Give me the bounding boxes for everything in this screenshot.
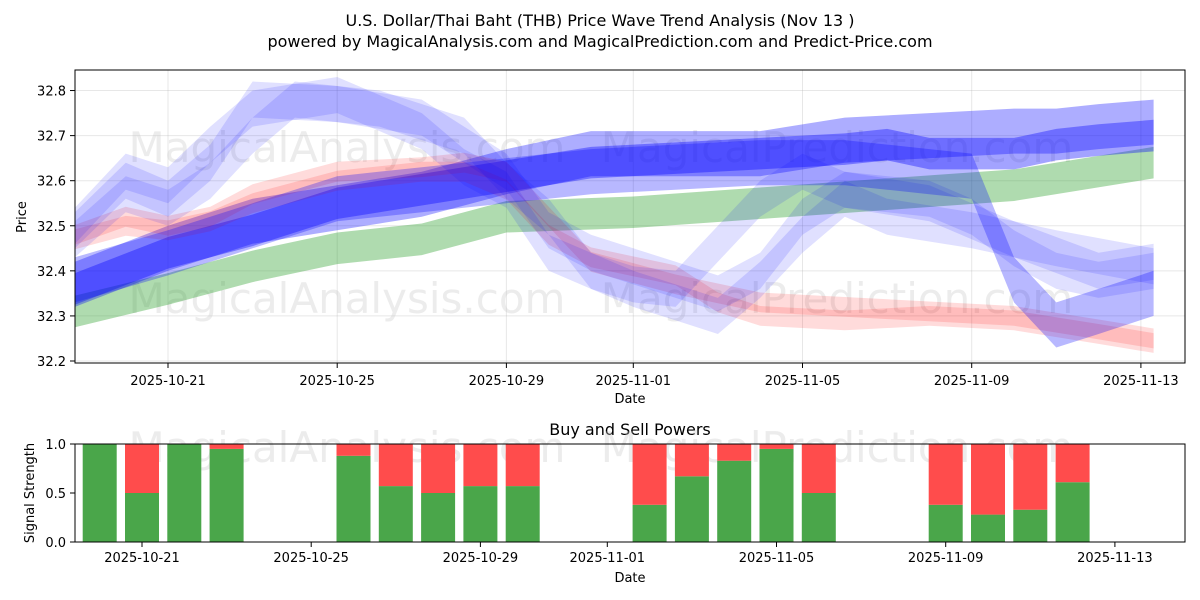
watermark-4: MagicalPrediction.com [601,274,1074,323]
watermark-3: MagicalAnalysis.com [129,274,566,323]
buy-bar-11 [717,460,752,542]
buy-bar-16 [1013,509,1048,542]
sell-bar-1 [125,444,159,493]
chart-subtitle: powered by MagicalAnalysis.com and Magic… [267,32,932,51]
sell-bar-9 [632,444,667,505]
price-ytick-label-2: 32.4 [37,265,66,280]
powers-xtick-label-6: 2025-11-13 [1077,551,1153,566]
buy-bar-12 [759,448,794,542]
price-watermarks: MagicalAnalysis.com MagicalPrediction.co… [129,123,1074,323]
sell-bar-11 [717,444,752,461]
band-blue-wave-b [74,81,1154,334]
price-xtick-label-6: 2025-11-13 [1103,374,1179,389]
band-green-trend [74,146,1154,328]
price-plot-frame [74,69,1186,364]
chart-title: U.S. Dollar/Thai Baht (THB) Price Wave T… [345,11,854,30]
sell-bar-16 [1013,444,1048,510]
powers-bars [82,444,1090,542]
buy-bar-9 [632,504,667,542]
powers-ytick-label-0: 0.0 [45,536,66,551]
buy-bar-6 [421,493,456,542]
buy-bar-14 [928,504,963,542]
buy-bar-13 [801,493,836,542]
buy-bar-5 [378,486,413,542]
band-blue-long-c [74,140,1154,348]
price-ytick-label-5: 32.7 [37,130,66,145]
price-ytick-label-3: 32.5 [37,220,66,235]
powers-xlabel: Date [614,571,645,586]
price-xtick-label-3: 2025-11-01 [596,374,672,389]
powers-ytick-label-2: 1.0 [45,438,66,453]
price-grid [75,70,1185,363]
price-xlabel: Date [614,392,645,407]
sell-bar-13 [801,444,836,493]
price-xtick-label-4: 2025-11-05 [765,374,841,389]
price-xtick-label-1: 2025-10-25 [299,374,375,389]
buy-bar-15 [971,514,1005,542]
buy-bar-0 [82,444,117,542]
powers-xtick-label-5: 2025-11-09 [908,551,984,566]
price-ylabel: Price [15,201,30,233]
buy-bar-17 [1055,482,1090,542]
sell-bar-10 [674,444,709,477]
sell-bar-14 [928,444,963,505]
price-xtick-label-5: 2025-11-09 [934,374,1010,389]
sell-bar-5 [378,444,413,487]
sell-bar-8 [505,444,540,487]
buy-bar-1 [125,493,159,542]
sell-bar-6 [421,444,456,493]
powers-xtick-label-0: 2025-10-21 [104,551,180,566]
buy-bar-7 [463,486,498,542]
buy-bar-2 [167,444,202,542]
sell-bar-17 [1055,444,1090,483]
sell-bar-12 [759,444,794,449]
price-bands [74,77,1154,353]
price-ytick-label-4: 32.6 [37,175,66,190]
price-xtick-label-2: 2025-10-29 [469,374,545,389]
powers-ytick-label-1: 0.5 [45,487,66,502]
powers-xtick-label-2: 2025-10-29 [443,551,519,566]
price-ytick-label-1: 32.3 [37,310,66,325]
powers-ticks: 0.0 0.5 1.0 2025-10-21 2025-10-25 2025-10-29 2… [45,438,1152,566]
band-blue-wave-c [74,77,1154,307]
watermark-2: MagicalPrediction.com [601,123,1074,172]
sell-bar-7 [463,444,498,487]
powers-title: Buy and Sell Powers [549,420,711,439]
watermark-1: MagicalAnalysis.com [129,123,566,172]
powers-ylabel: Signal Strength [23,443,38,543]
buy-bar-3 [209,448,244,542]
sell-bar-4 [336,444,371,456]
price-ytick-label-0: 32.2 [37,355,66,370]
price-ytick-label-6: 32.8 [37,85,66,100]
powers-xtick-label-4: 2025-11-05 [739,551,815,566]
band-red-wave-a [74,152,1154,349]
powers-xtick-label-1: 2025-10-25 [273,551,349,566]
buy-bar-4 [336,455,371,542]
powers-xtick-label-3: 2025-11-01 [570,551,646,566]
price-ticks: 32.2 32.3 32.4 32.5 32.6 32.7 32.8 2025-10-21 20… [37,85,1179,389]
sell-bar-15 [971,444,1005,515]
band-blue-long-a [74,99,1154,307]
price-xtick-label-0: 2025-10-21 [130,374,206,389]
band-blue-wave-a [74,81,1154,312]
sell-bar-3 [209,444,244,449]
band-blue-long-b [74,119,1154,305]
buy-bar-10 [674,476,709,542]
buy-bar-8 [505,486,540,542]
band-red-wave-b [74,161,1154,353]
